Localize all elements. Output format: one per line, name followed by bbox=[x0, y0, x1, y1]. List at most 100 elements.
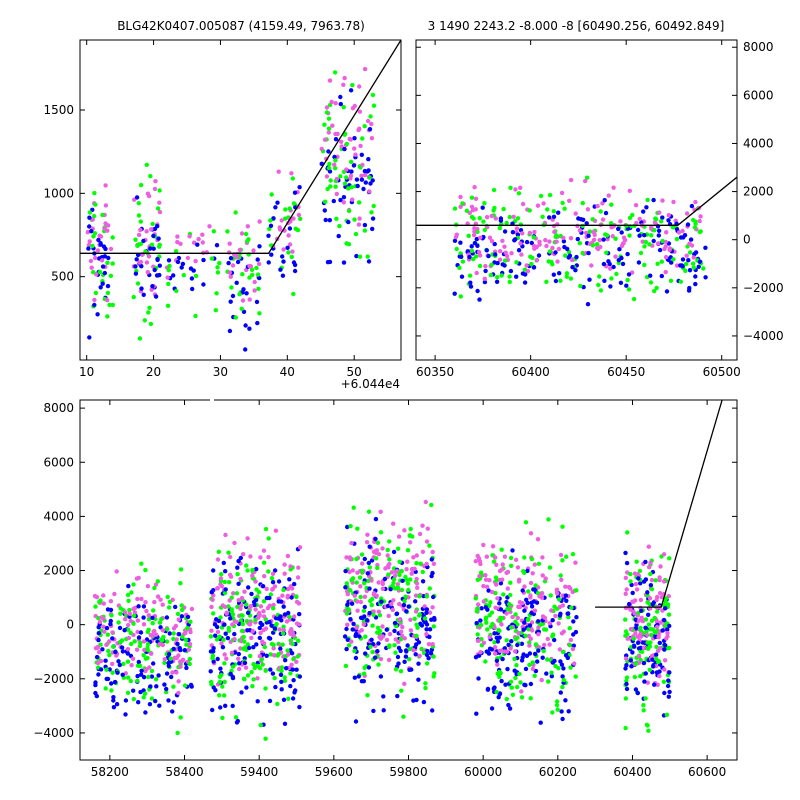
data-point bbox=[568, 177, 574, 183]
data-point bbox=[362, 228, 368, 233]
data-point bbox=[552, 229, 557, 235]
data-point bbox=[547, 192, 553, 198]
data-point bbox=[414, 622, 419, 627]
data-point bbox=[589, 263, 594, 268]
data-point bbox=[478, 622, 484, 628]
data-point bbox=[291, 656, 296, 662]
data-point bbox=[365, 254, 370, 259]
data-point bbox=[149, 287, 154, 292]
data-point bbox=[252, 279, 257, 285]
data-point bbox=[151, 608, 156, 613]
data-point bbox=[550, 618, 555, 623]
data-point bbox=[348, 557, 353, 562]
data-point bbox=[344, 175, 349, 180]
data-point bbox=[389, 601, 394, 607]
data-point bbox=[494, 658, 500, 663]
data-point bbox=[96, 631, 102, 636]
data-point bbox=[97, 619, 103, 625]
data-point bbox=[561, 666, 566, 671]
data-point bbox=[502, 554, 508, 559]
data-point bbox=[178, 581, 183, 586]
data-point bbox=[495, 662, 500, 667]
data-point bbox=[520, 201, 526, 207]
data-point bbox=[323, 199, 328, 204]
data-point bbox=[420, 569, 425, 575]
data-point bbox=[110, 636, 115, 641]
data-point bbox=[278, 267, 283, 272]
data-point bbox=[353, 231, 359, 237]
data-point bbox=[575, 236, 580, 242]
y-tick-label: 1500 bbox=[43, 103, 74, 117]
data-point bbox=[431, 594, 436, 600]
data-point bbox=[692, 225, 698, 230]
data-point bbox=[484, 584, 490, 589]
data-point bbox=[149, 668, 155, 674]
data-point bbox=[620, 261, 626, 267]
data-point bbox=[187, 234, 192, 239]
data-point bbox=[225, 635, 231, 641]
data-point bbox=[604, 250, 609, 255]
x-tick-label: 60000 bbox=[464, 765, 502, 779]
data-point bbox=[552, 604, 557, 609]
data-point bbox=[133, 264, 138, 269]
data-point bbox=[508, 268, 514, 274]
data-point bbox=[346, 208, 352, 214]
data-point bbox=[104, 676, 109, 682]
data-point bbox=[510, 692, 516, 697]
data-point bbox=[367, 175, 372, 180]
data-point bbox=[564, 271, 570, 276]
data-point bbox=[287, 206, 292, 211]
data-point bbox=[349, 185, 354, 190]
data-point bbox=[365, 693, 370, 698]
data-point bbox=[566, 255, 571, 260]
data-point bbox=[632, 571, 638, 576]
data-point bbox=[504, 649, 510, 654]
data-point bbox=[530, 660, 535, 665]
data-point bbox=[360, 568, 365, 573]
data-point bbox=[176, 653, 181, 658]
data-point bbox=[170, 709, 175, 714]
data-point bbox=[481, 640, 487, 645]
data-point bbox=[280, 254, 285, 259]
data-point bbox=[248, 264, 253, 269]
data-point bbox=[520, 655, 525, 660]
data-point bbox=[635, 690, 640, 696]
data-point bbox=[370, 178, 375, 183]
data-point bbox=[641, 708, 646, 713]
data-point bbox=[93, 680, 98, 685]
data-point bbox=[577, 228, 583, 233]
data-point bbox=[408, 617, 413, 622]
data-point bbox=[536, 632, 541, 637]
data-point bbox=[241, 634, 246, 640]
data-point bbox=[96, 625, 101, 630]
data-point bbox=[570, 646, 576, 652]
data-point bbox=[632, 644, 637, 649]
data-point bbox=[136, 700, 141, 705]
data-point bbox=[647, 596, 653, 601]
data-point bbox=[99, 615, 104, 620]
data-point bbox=[220, 715, 225, 721]
data-point bbox=[623, 666, 628, 671]
data-point bbox=[424, 539, 430, 544]
data-point bbox=[373, 516, 379, 522]
data-point bbox=[470, 208, 476, 213]
data-point bbox=[529, 262, 534, 267]
data-point bbox=[408, 628, 414, 633]
data-point bbox=[484, 215, 490, 220]
data-point bbox=[281, 259, 286, 264]
data-point bbox=[143, 249, 148, 254]
data-point bbox=[105, 290, 111, 296]
data-point bbox=[646, 544, 651, 549]
data-point bbox=[484, 620, 489, 625]
data-point bbox=[97, 599, 102, 604]
data-point bbox=[258, 555, 263, 560]
data-point bbox=[92, 302, 97, 308]
data-point bbox=[291, 678, 296, 683]
data-point bbox=[650, 602, 655, 607]
data-point bbox=[400, 624, 405, 630]
data-point bbox=[250, 628, 255, 634]
data-point bbox=[142, 691, 148, 696]
data-point bbox=[370, 649, 375, 655]
data-point bbox=[333, 101, 338, 106]
